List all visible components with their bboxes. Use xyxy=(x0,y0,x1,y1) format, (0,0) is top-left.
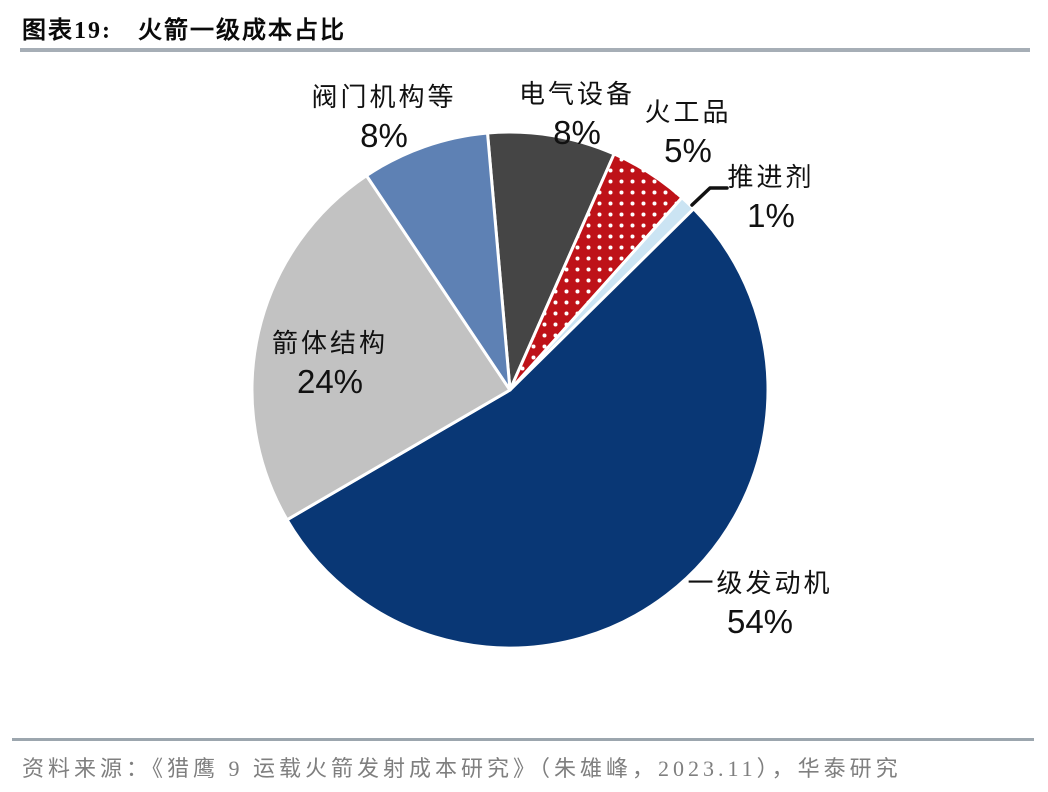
label-electrical-equipment-pct: 8% xyxy=(553,114,601,151)
label-pyrotechnics: 火工品 5% xyxy=(578,95,798,171)
title-divider-line xyxy=(20,48,1030,52)
label-rocket-body-structure-pct: 24% xyxy=(296,363,364,400)
pie-slice-valve-mechanisms xyxy=(364,131,512,392)
figure-title-text: 火箭一级成本占比 xyxy=(138,18,346,44)
pie-slice-electrical-equipment xyxy=(486,130,616,392)
label-first-stage-engine-pct: 54% xyxy=(726,603,794,640)
label-first-stage-engine-name: 一级发动机 xyxy=(687,569,833,598)
figure-number: 图表19: xyxy=(22,18,112,44)
pie-slice-first-stage-engine xyxy=(285,207,770,650)
footer-divider-line xyxy=(12,738,1034,741)
label-propellant-pct: 1% xyxy=(747,197,795,234)
label-first-stage-engine: 一级发动机 54% xyxy=(650,566,870,642)
source-line: 资料来源：《猎鹰 9 运载火箭发射成本研究》（朱雄峰，2023.11），华泰研究 xyxy=(22,756,902,781)
label-electrical-equipment-name: 电气设备 xyxy=(518,80,635,109)
pie-slice-rocket-body-structure xyxy=(250,174,512,522)
label-rocket-body-structure: 箭体结构 24% xyxy=(220,326,440,402)
label-valve-mechanisms: 阀门机构等 8% xyxy=(274,80,494,156)
label-valve-mechanisms-pct: 8% xyxy=(360,117,408,154)
figure-title: 图表19: 火箭一级成本占比 xyxy=(22,10,346,45)
label-pyrotechnics-pct: 5% xyxy=(664,132,712,169)
propellant-leader-line xyxy=(690,186,729,207)
label-valve-mechanisms-name: 阀门机构等 xyxy=(311,83,457,112)
label-rocket-body-structure-name: 箭体结构 xyxy=(271,329,388,358)
label-propellant: 推进剂 1% xyxy=(661,160,881,236)
label-propellant-name: 推进剂 xyxy=(727,163,815,192)
label-electrical-equipment: 电气设备 8% xyxy=(467,77,687,153)
label-pyrotechnics-name: 火工品 xyxy=(644,98,732,127)
